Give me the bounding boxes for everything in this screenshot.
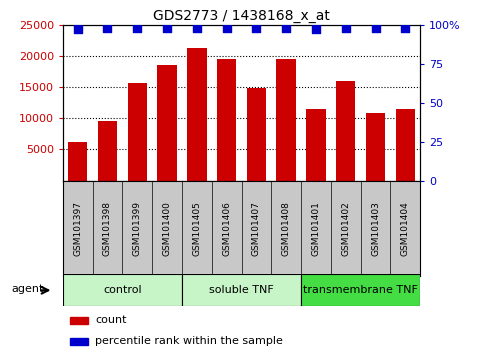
Point bbox=[342, 25, 350, 31]
Text: GSM101398: GSM101398 bbox=[103, 201, 112, 256]
Text: GSM101405: GSM101405 bbox=[192, 201, 201, 256]
Text: GSM101406: GSM101406 bbox=[222, 201, 231, 256]
Bar bbox=[182, 274, 301, 306]
Text: agent: agent bbox=[11, 284, 43, 294]
Text: count: count bbox=[95, 315, 127, 325]
Text: GSM101399: GSM101399 bbox=[133, 201, 142, 256]
Point bbox=[74, 27, 82, 32]
Point bbox=[104, 25, 112, 31]
Text: GSM101408: GSM101408 bbox=[282, 201, 291, 256]
Bar bbox=[70, 316, 88, 324]
Bar bbox=[98, 121, 117, 181]
Point bbox=[163, 25, 171, 31]
Bar bbox=[301, 274, 420, 306]
Bar bbox=[187, 48, 207, 181]
Text: GSM101400: GSM101400 bbox=[163, 201, 171, 256]
Point bbox=[282, 25, 290, 31]
Point bbox=[312, 27, 320, 32]
Text: soluble TNF: soluble TNF bbox=[209, 285, 274, 295]
Point bbox=[193, 25, 201, 31]
Text: GSM101401: GSM101401 bbox=[312, 201, 320, 256]
Point bbox=[401, 25, 409, 31]
Text: transmembrane TNF: transmembrane TNF bbox=[303, 285, 418, 295]
Point bbox=[372, 25, 380, 31]
Text: GSM101402: GSM101402 bbox=[341, 201, 350, 256]
Bar bbox=[306, 109, 326, 181]
Text: GSM101404: GSM101404 bbox=[401, 201, 410, 256]
Bar bbox=[247, 88, 266, 181]
Text: GDS2773 / 1438168_x_at: GDS2773 / 1438168_x_at bbox=[153, 9, 330, 23]
Bar bbox=[336, 81, 355, 181]
Bar bbox=[276, 59, 296, 181]
Bar bbox=[68, 142, 87, 181]
Text: GSM101407: GSM101407 bbox=[252, 201, 261, 256]
Bar bbox=[70, 338, 88, 346]
Point bbox=[133, 25, 141, 31]
Point bbox=[223, 25, 230, 31]
Bar bbox=[63, 274, 182, 306]
Text: GSM101397: GSM101397 bbox=[73, 201, 82, 256]
Bar bbox=[366, 113, 385, 181]
Point bbox=[253, 25, 260, 31]
Bar bbox=[396, 109, 415, 181]
Bar bbox=[157, 65, 177, 181]
Bar bbox=[128, 83, 147, 181]
Bar bbox=[217, 59, 236, 181]
Text: percentile rank within the sample: percentile rank within the sample bbox=[95, 336, 283, 346]
Text: control: control bbox=[103, 285, 142, 295]
Text: GSM101403: GSM101403 bbox=[371, 201, 380, 256]
